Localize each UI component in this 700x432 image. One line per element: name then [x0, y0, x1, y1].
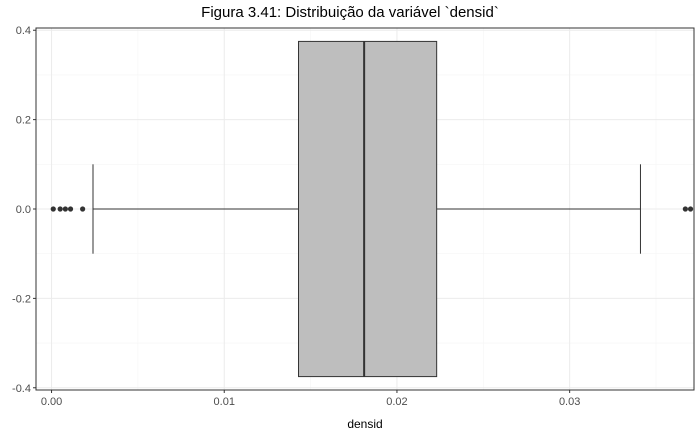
x-tick-label: 0.03: [559, 396, 580, 408]
outlier-point: [80, 206, 86, 212]
outlier-point: [682, 206, 688, 212]
box-marks: [50, 40, 694, 378]
outlier-point: [57, 206, 63, 212]
y-tick-label: 0.2: [16, 115, 31, 127]
interquartile-box: [298, 40, 438, 378]
x-tick-label: 0.00: [41, 396, 62, 408]
y-tick-label: 0.4: [16, 25, 31, 37]
y-tick-label: 0.0: [16, 204, 31, 216]
x-tick-label: 0.02: [386, 396, 407, 408]
chart-title: Figura 3.41: Distribuição da variável `d…: [201, 4, 499, 21]
outlier-point: [50, 206, 56, 212]
x-axis-title: densid: [347, 417, 382, 431]
outlier-point: [687, 206, 694, 212]
y-tick-label: -0.4: [12, 383, 31, 395]
y-axis: -0.4 -0.2 0.0 0.2 0.4: [12, 25, 36, 395]
x-axis: 0.00 0.01 0.02 0.03: [41, 390, 580, 408]
x-tick-label: 0.01: [214, 396, 235, 408]
outlier-point: [67, 206, 74, 212]
y-tick-label: -0.2: [12, 293, 31, 305]
outlier-point: [62, 206, 68, 212]
